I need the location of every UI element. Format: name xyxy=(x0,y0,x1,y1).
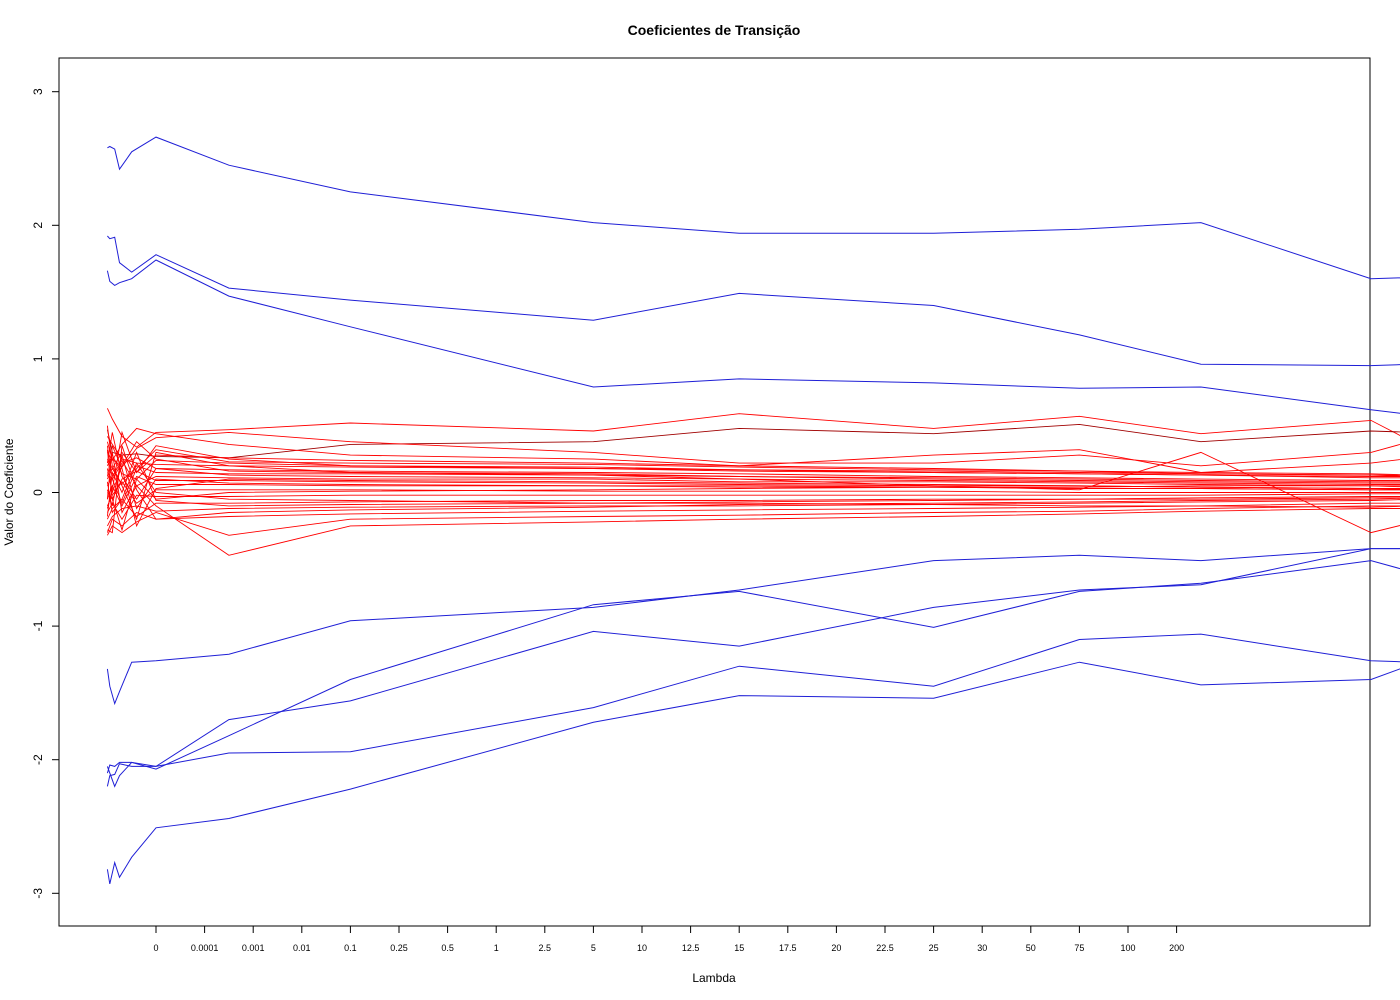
red-series-line-30 xyxy=(106,454,1400,510)
x-tick-label: 75 xyxy=(1074,943,1084,953)
blue-series-line-3 xyxy=(106,259,1400,414)
x-tick-label: 2.5 xyxy=(539,943,552,953)
blue-series-line-4 xyxy=(106,548,1400,706)
red-series-line-21 xyxy=(107,436,1400,477)
red-series-line-4 xyxy=(107,427,1400,473)
y-axis-label: Valor do Coeficiente xyxy=(2,438,16,546)
x-tick-label: 15 xyxy=(734,943,744,953)
red-series-line-2 xyxy=(106,423,1400,459)
red-series-line-29 xyxy=(106,445,1400,505)
x-axis-label: Lambda xyxy=(692,971,736,985)
series-layer xyxy=(106,136,1400,885)
red-series-line-14 xyxy=(106,496,1400,520)
y-tick-label: -3 xyxy=(31,888,45,899)
red-series-line-26 xyxy=(106,432,1400,501)
x-tick-label: 0 xyxy=(153,943,158,953)
y-tick-label: 3 xyxy=(31,88,45,95)
x-axis: 0 0.0001 0.001 0.01 0.1 0.25 0.5 1 2.5 5 10 12.5 15 1… xyxy=(153,926,1184,953)
y-tick-label: 2 xyxy=(31,222,45,229)
x-tick-label: 17.5 xyxy=(779,943,797,953)
x-tick-label: 0.25 xyxy=(390,943,408,953)
red-series-line-8 xyxy=(106,465,1400,486)
red-series-line-17 xyxy=(107,505,1400,536)
x-tick-label: 10 xyxy=(637,943,647,953)
blue-series-line-7 xyxy=(106,633,1400,787)
red-series-line-19 xyxy=(106,425,1400,534)
red-series-line-22 xyxy=(106,462,1400,514)
red-series-line-27 xyxy=(106,441,1400,495)
y-tick-label: -1 xyxy=(31,620,45,631)
blue-series-line-8 xyxy=(106,661,1400,885)
x-tick-label: 200 xyxy=(1169,943,1184,953)
x-tick-label: 0.01 xyxy=(293,943,311,953)
red-series-line-24 xyxy=(106,449,1400,532)
x-tick-label: 12.5 xyxy=(682,943,700,953)
chart-title: Coeficientes de Transição xyxy=(628,22,801,38)
x-tick-label: 0.5 xyxy=(441,943,454,953)
x-tick-label: 50 xyxy=(1026,943,1036,953)
x-tick-label: 100 xyxy=(1120,943,1135,953)
blue-series-line-2 xyxy=(107,235,1400,367)
x-tick-label: 5 xyxy=(591,943,596,953)
x-tick-label: 0.0001 xyxy=(191,943,219,953)
x-tick-label: 1 xyxy=(494,943,499,953)
y-axis: -3 -2 -1 0 1 2 3 xyxy=(31,88,59,899)
red-series-line-23 xyxy=(106,445,1400,528)
x-tick-label: 0.1 xyxy=(344,943,357,953)
red-series-line-25 xyxy=(107,445,1400,534)
blue-series-line-6 xyxy=(106,560,1400,774)
y-tick-label: 0 xyxy=(31,489,45,496)
red-series-line-28 xyxy=(106,451,1400,517)
x-tick-label: 22.5 xyxy=(876,943,894,953)
y-tick-label: 1 xyxy=(31,355,45,362)
blue-series-line-1 xyxy=(107,136,1400,280)
x-tick-label: 30 xyxy=(977,943,987,953)
red-series-line-18 xyxy=(106,452,1400,556)
red-series-line-13 xyxy=(107,493,1400,521)
x-tick-label: 25 xyxy=(929,943,939,953)
x-tick-label: 0.001 xyxy=(242,943,265,953)
x-tick-label: 20 xyxy=(831,943,841,953)
red-series-line-20 xyxy=(106,430,1400,509)
y-tick-label: -2 xyxy=(31,754,45,765)
